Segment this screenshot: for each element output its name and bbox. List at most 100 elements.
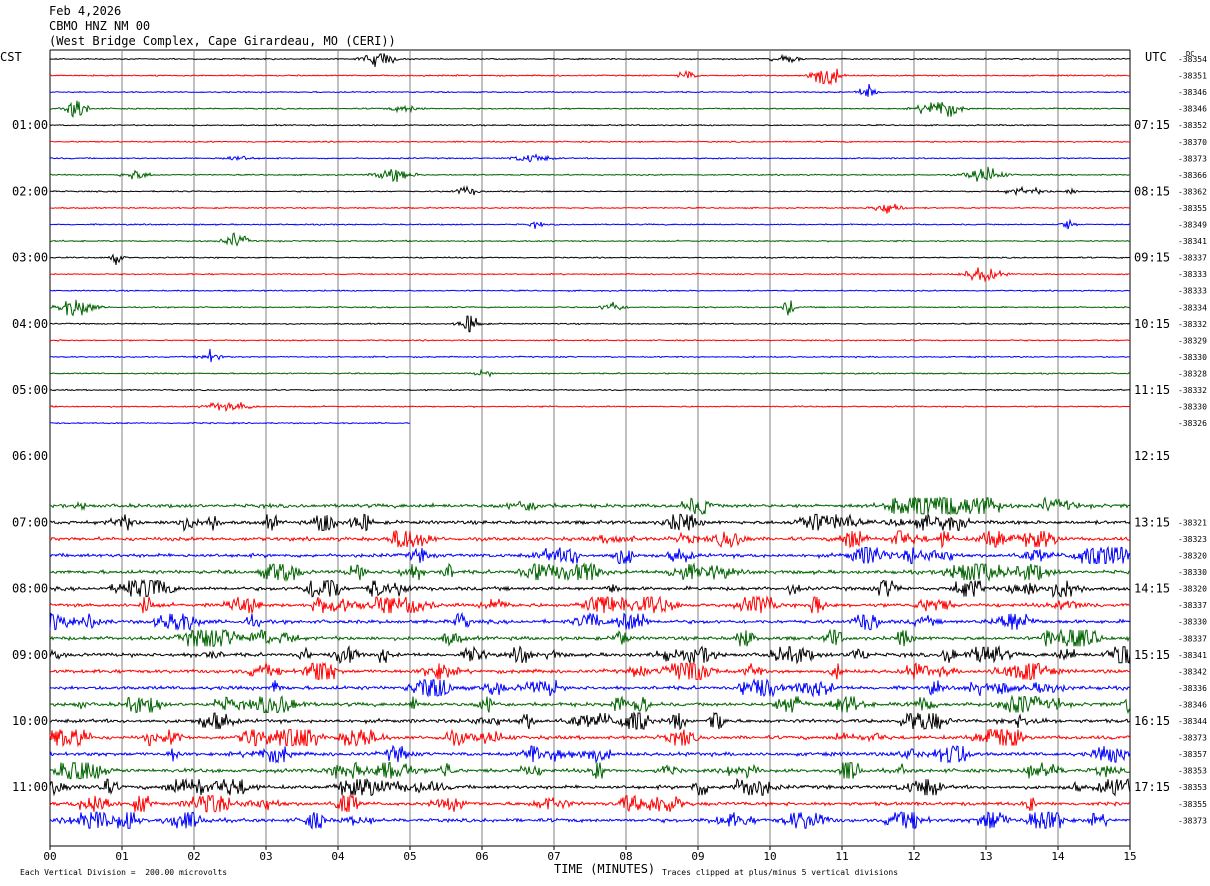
dc-offset-label: -38349 — [1178, 221, 1207, 230]
seismic-trace — [49, 628, 1131, 647]
dc-offset-label: -38341 — [1178, 651, 1207, 660]
seismic-trace — [49, 218, 1131, 230]
dc-offset-label: -38330 — [1178, 353, 1207, 362]
dc-offset-label: -38330 — [1178, 568, 1207, 577]
x-tick-label: 07 — [547, 850, 560, 863]
x-tick-label: 14 — [1051, 850, 1065, 863]
x-tick-label: 09 — [691, 850, 704, 863]
seismic-trace — [49, 711, 1131, 731]
seismic-trace — [49, 512, 1131, 532]
seismic-trace — [50, 421, 411, 425]
dc-offset-label: -38329 — [1178, 336, 1207, 345]
x-tick-label: 01 — [115, 850, 128, 863]
seismic-trace — [49, 267, 1131, 283]
seismic-trace — [49, 140, 1131, 144]
left-hour-label: 05:00 — [12, 383, 48, 397]
x-tick-label: 10 — [763, 850, 776, 863]
left-hour-label: 03:00 — [12, 251, 48, 265]
dc-offset-label: -38341 — [1178, 237, 1207, 246]
seismic-trace — [49, 694, 1131, 715]
right-hour-label: 09:15 — [1134, 251, 1170, 265]
dc-offset-label: -38321 — [1178, 518, 1207, 527]
seismic-trace — [49, 562, 1130, 583]
dc-offset-label: -38323 — [1178, 535, 1207, 544]
right-hour-label: 12:15 — [1134, 449, 1170, 463]
dc-offset-label: -38362 — [1178, 187, 1207, 196]
seismic-trace — [49, 595, 1131, 614]
seismic-trace — [49, 744, 1131, 764]
seismic-trace — [49, 153, 1130, 163]
dc-offset-label: -38328 — [1178, 369, 1207, 378]
dc-offset-label: -38332 — [1178, 386, 1207, 395]
seismic-trace — [49, 777, 1131, 797]
dc-offset-label: -38354 — [1178, 55, 1207, 64]
x-tick-label: 05 — [403, 850, 416, 863]
left-hour-label: 10:00 — [12, 714, 48, 728]
left-hour-label: 02:00 — [12, 184, 48, 198]
dc-offset-label: -38337 — [1178, 634, 1207, 643]
right-hour-label: 13:15 — [1134, 515, 1170, 529]
seismic-trace — [49, 496, 1131, 516]
seismic-trace — [49, 368, 1131, 378]
seismic-trace — [49, 253, 1131, 265]
x-tick-label: 04 — [331, 850, 345, 863]
division-note: Each Vertical Division = 200.00 microvol… — [20, 868, 228, 877]
seismic-trace — [49, 203, 1131, 214]
right-timezone: UTC — [1145, 50, 1167, 64]
seismic-trace — [49, 185, 1130, 197]
dc-offset-label: -38342 — [1178, 667, 1207, 676]
x-tick-label: 06 — [475, 850, 488, 863]
dc-offset-label: -38332 — [1178, 320, 1207, 329]
seismic-trace — [49, 611, 1131, 631]
date-label: Feb 4,2026 — [49, 4, 122, 18]
dc-offset-label: -38333 — [1178, 270, 1207, 279]
right-hour-label: 11:15 — [1134, 383, 1170, 397]
minute-grid — [49, 49, 1131, 850]
x-tick-label: 15 — [1123, 850, 1136, 863]
seismic-trace — [49, 545, 1131, 565]
left-hour-label: 11:00 — [12, 780, 48, 794]
seismic-trace — [49, 338, 1131, 342]
seismic-trace — [49, 401, 1131, 413]
x-tick-label: 00 — [43, 850, 56, 863]
seismic-trace — [49, 678, 1131, 698]
dc-offset-label: -38346 — [1178, 105, 1207, 114]
seismic-trace — [49, 166, 1130, 183]
seismic-trace — [49, 578, 1131, 599]
x-tick-label: 11 — [835, 850, 848, 863]
dc-offset-label: -38351 — [1178, 72, 1207, 81]
dc-offset-label: -38346 — [1178, 88, 1207, 97]
x-tick-label: 08 — [619, 850, 632, 863]
dc-offset-label: -38366 — [1178, 171, 1207, 180]
seismic-trace — [49, 794, 1131, 813]
seismic-trace — [49, 289, 1131, 293]
seismic-trace — [49, 388, 1131, 392]
seismic-trace — [49, 123, 1131, 127]
right-hour-label: 16:15 — [1134, 714, 1170, 728]
left-hour-label: 01:00 — [12, 118, 48, 132]
dc-offset-label: -38337 — [1178, 601, 1207, 610]
right-hour-label: 15:15 — [1134, 648, 1170, 662]
dc-offset-label: -38336 — [1178, 684, 1207, 693]
seismic-trace — [49, 315, 1131, 333]
left-hour-label: 08:00 — [12, 582, 48, 596]
dc-offset-label: -38357 — [1178, 750, 1207, 759]
x-tick-label: 02 — [187, 850, 200, 863]
left-hour-label: 06:00 — [12, 449, 48, 463]
seismic-trace — [49, 761, 1131, 780]
right-hour-label: 08:15 — [1134, 184, 1170, 198]
dc-offset-label: -38370 — [1178, 138, 1207, 147]
dc-offset-label: -38373 — [1178, 154, 1207, 163]
dc-offset-label: -38326 — [1178, 419, 1207, 428]
right-hour-label: 17:15 — [1134, 780, 1170, 794]
x-tick-label: 13 — [979, 850, 992, 863]
dc-offset-label: -38373 — [1178, 816, 1207, 825]
right-hour-label: 14:15 — [1134, 582, 1170, 596]
seismic-trace — [49, 529, 1131, 549]
dc-offset-label: -38330 — [1178, 618, 1207, 627]
dc-offset-label: -38334 — [1178, 303, 1207, 312]
seismic-trace — [49, 83, 1131, 97]
dc-offset-label: -38344 — [1178, 717, 1207, 726]
left-hour-label: 09:00 — [12, 648, 48, 662]
